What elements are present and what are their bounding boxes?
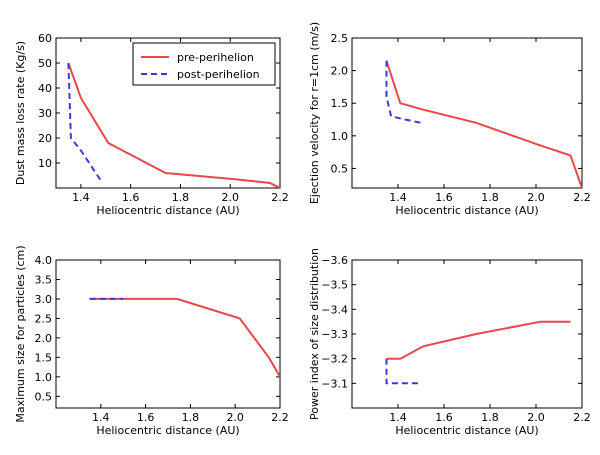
y-tick-label: 30 xyxy=(38,107,52,120)
x-axis-label: Heliocentric distance (AU) xyxy=(395,204,538,217)
x-tick-label: 2.0 xyxy=(221,191,239,204)
y-tick-label: 4.0 xyxy=(35,254,53,267)
y-tick-label: 3.0 xyxy=(35,293,53,306)
x-tick-label: 2.0 xyxy=(527,191,545,204)
x-tick-label: 1.6 xyxy=(137,411,155,424)
x-tick-label: 1.8 xyxy=(182,411,200,424)
y-tick-label: 2.0 xyxy=(331,65,349,78)
series-line-pre-perihelion xyxy=(67,62,280,188)
y-tick-label: 50 xyxy=(38,57,52,70)
y-tick-label: 2.0 xyxy=(35,332,53,345)
x-tick-label: 2.2 xyxy=(573,411,591,424)
x-tick-label: 1.4 xyxy=(92,411,110,424)
series-line-pre-perihelion xyxy=(89,297,280,378)
y-tick-label: 2.5 xyxy=(331,32,349,45)
y-tick-label: −3.6 xyxy=(321,254,348,267)
y-axis-label: Maximum size for particles (cm) xyxy=(14,245,27,422)
legend-box xyxy=(132,42,276,86)
x-tick-label: 1.8 xyxy=(481,191,499,204)
x-tick-label: 1.6 xyxy=(435,191,453,204)
y-tick-label: 1.5 xyxy=(35,351,53,364)
y-axis-label: Power index of size distribution xyxy=(308,248,321,420)
axes-frame xyxy=(351,259,583,409)
subplot-1: 1.4 1.6 1.8 2.0 2.2 10 20 30 40 50 60 Heliocentric … xyxy=(14,32,289,217)
y-tick-label: 0.5 xyxy=(35,390,53,403)
y-tick-label: 0.5 xyxy=(331,162,349,175)
x-tick-label: 2.2 xyxy=(573,191,591,204)
y-tick-label: −3.1 xyxy=(321,377,348,390)
y-tick-label: −3.5 xyxy=(321,279,348,292)
x-tick-label: 2.0 xyxy=(527,411,545,424)
series-line-post-perihelion xyxy=(385,358,421,385)
x-axis-label: Heliocentric distance (AU) xyxy=(96,424,239,437)
y-tick-label: 1.0 xyxy=(331,130,349,143)
axes-frame xyxy=(351,37,583,189)
y-axis-label: Dust mass loss rate (Kg/s) xyxy=(14,41,27,185)
y-tick-label: −3.2 xyxy=(321,353,348,366)
y-tick-label: 1.0 xyxy=(35,371,53,384)
y-tick-label: 40 xyxy=(38,82,52,95)
x-axis-label: Heliocentric distance (AU) xyxy=(395,424,538,437)
series-line-pre-perihelion xyxy=(385,60,582,188)
y-tick-label: 3.5 xyxy=(35,273,53,286)
x-tick-label: 2.2 xyxy=(271,191,289,204)
x-tick-label: 1.8 xyxy=(481,411,499,424)
x-tick-label: 1.4 xyxy=(389,191,407,204)
y-axis-label: Ejection velocity for r=1cm (m/s) xyxy=(308,22,321,204)
y-tick-label: −3.3 xyxy=(321,328,348,341)
subplot-4: 1.4 1.6 1.8 2.0 2.2 −3.1 −3.2 −3.3 −3.4 −3.5 −3.6 H… xyxy=(308,248,591,437)
series-line-post-perihelion xyxy=(385,60,422,124)
y-tick-label: 2.5 xyxy=(35,312,53,325)
x-tick-label: 2.2 xyxy=(271,411,289,424)
y-tick-label: 1.5 xyxy=(331,97,349,110)
x-axis-label: Heliocentric distance (AU) xyxy=(96,204,239,217)
legend-entry: post-perihelion xyxy=(177,68,260,81)
subplot-2: 1.4 1.6 1.8 2.0 2.2 0.5 1.0 1.5 2.0 2.5 Heliocentr… xyxy=(308,22,591,217)
y-tick-label: 10 xyxy=(38,157,52,170)
y-tick-label: 60 xyxy=(38,32,52,45)
legend-entry: pre-perihelion xyxy=(177,51,254,64)
x-tick-label: 2.0 xyxy=(226,411,244,424)
y-tick-label: −3.4 xyxy=(321,303,348,316)
x-tick-label: 1.6 xyxy=(435,411,453,424)
axes-frame xyxy=(55,259,281,409)
series-line-pre-perihelion xyxy=(386,320,571,360)
subplot-3: 1.4 1.6 1.8 2.0 2.2 0.5 1.0 1.5 2.0 2.5 3.0 3.5 4.0 H… xyxy=(14,245,289,437)
x-tick-label: 1.6 xyxy=(122,191,140,204)
x-tick-label: 1.8 xyxy=(172,191,190,204)
x-tick-label: 1.4 xyxy=(72,191,90,204)
series-line-post-perihelion xyxy=(67,62,102,182)
x-tick-label: 1.4 xyxy=(389,411,407,424)
y-tick-label: 20 xyxy=(38,132,52,145)
legend: pre-perihelion post-perihelion xyxy=(132,42,276,86)
